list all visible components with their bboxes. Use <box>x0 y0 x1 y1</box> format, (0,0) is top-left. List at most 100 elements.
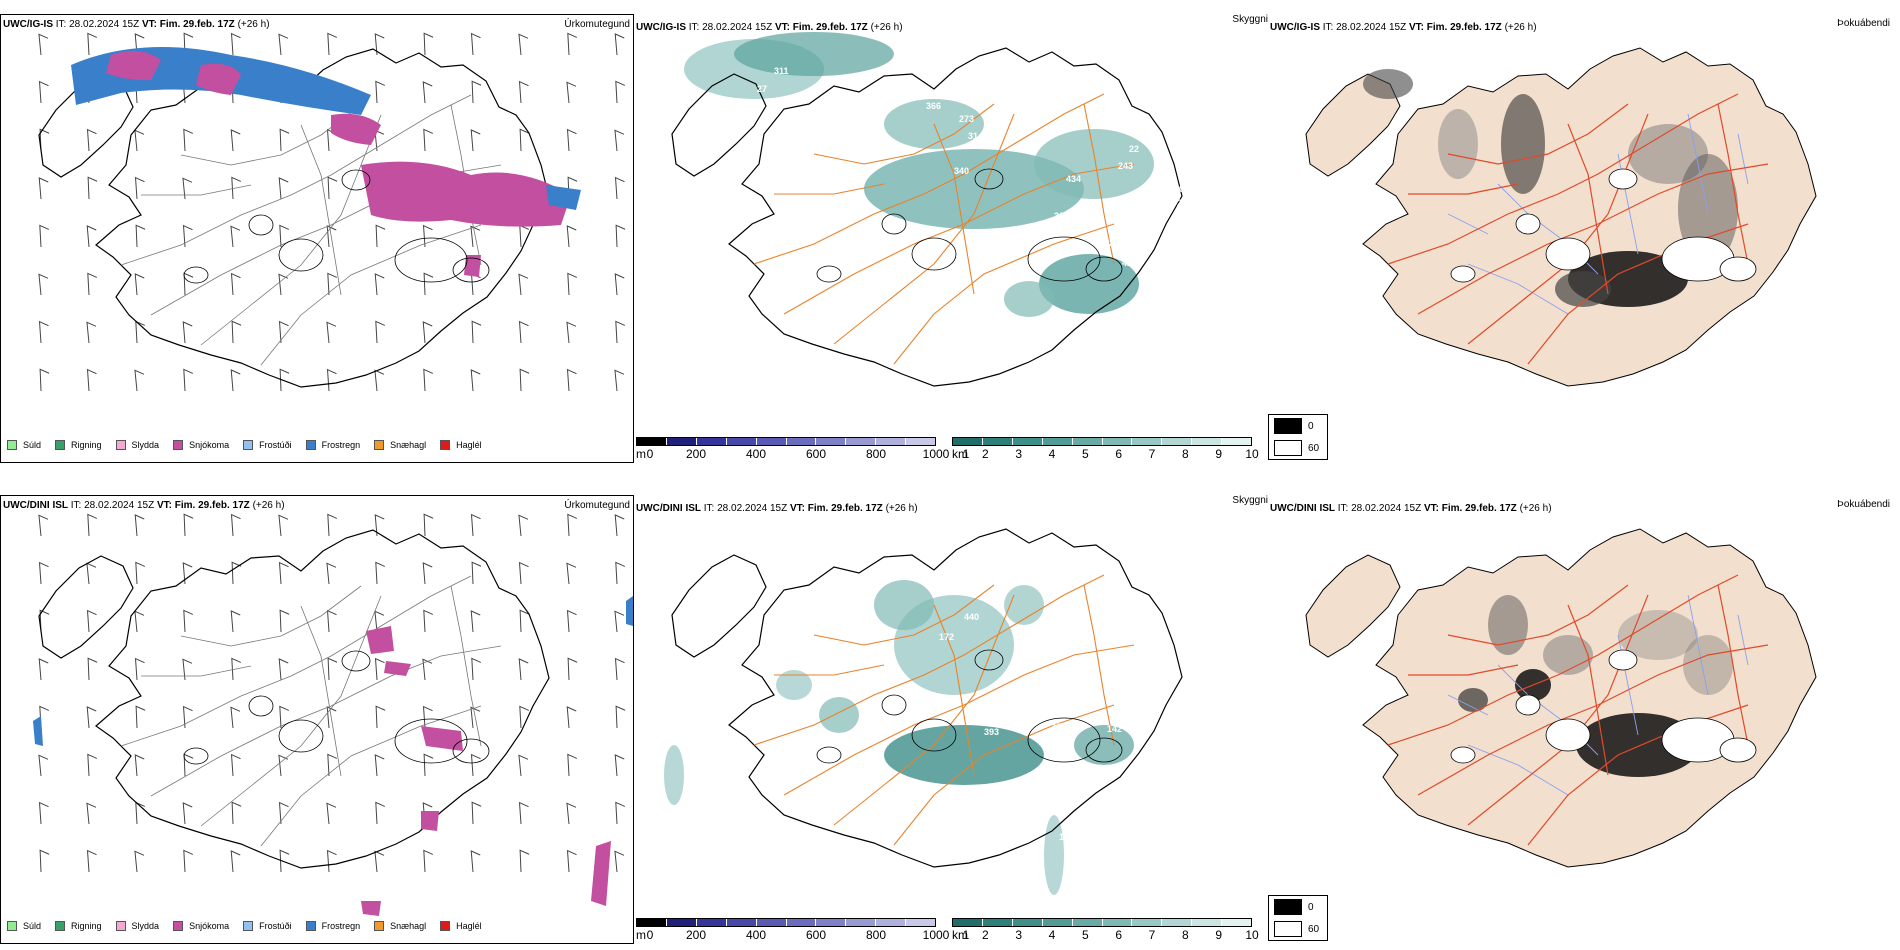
iceland-land <box>1362 528 1817 868</box>
colorbar-tick-label: 9 <box>1215 447 1222 461</box>
wind-barb <box>566 225 577 248</box>
wind-barb <box>279 128 290 152</box>
wind-barb <box>423 32 434 56</box>
glacier-outline <box>1450 746 1476 764</box>
wind-barb <box>374 850 385 873</box>
colorbar-cell <box>1132 438 1163 445</box>
colorbar-cell <box>786 919 817 926</box>
wind-barb <box>423 609 434 633</box>
fog-high-label: 0 <box>1308 901 1314 913</box>
colorbar-tick-label: 0 <box>646 447 654 461</box>
wind-barb <box>278 561 289 585</box>
wind-barb <box>423 513 434 537</box>
cloud-base-value: 675 <box>1044 642 1059 652</box>
colorbar-cell <box>876 919 907 926</box>
road-network <box>120 575 502 847</box>
row2-it-value: 28.02.2024 15Z <box>84 500 155 511</box>
wind-barb <box>39 609 50 633</box>
colorbar-ticks: km 1 2 3 4 5 6 7 8 9 10 <box>952 927 1259 942</box>
wind-barb <box>278 177 289 200</box>
legend-swatch <box>55 440 66 450</box>
wind-barb <box>518 320 529 344</box>
colorbar-cell <box>637 438 667 445</box>
wind-barb <box>182 562 193 585</box>
fog-low-swatch <box>1274 921 1302 937</box>
colorbar-tick-label: 800 <box>865 447 887 461</box>
colorbar-tick-label: 7 <box>1148 928 1156 942</box>
wind-barb <box>567 753 578 777</box>
wind-barb <box>39 128 50 152</box>
legend-label: Rigning <box>71 921 102 931</box>
wind-barb <box>614 657 625 681</box>
wind-barb <box>86 706 97 729</box>
colorbar-tick-label: 9 <box>1215 928 1222 942</box>
wind-barb <box>615 561 626 585</box>
row1-vt-value: Fim. 29.feb. 17Z <box>1426 22 1502 33</box>
glacier-outline <box>183 747 209 765</box>
glacier-outline <box>881 694 907 716</box>
wind-barb <box>230 129 241 152</box>
glacier-outline <box>1450 265 1476 283</box>
colorbar-cell <box>906 919 936 926</box>
cloud-base-value: 243 <box>1118 161 1133 171</box>
colorbar-cell <box>726 438 757 445</box>
wind-barb <box>615 801 626 825</box>
row2-it-label: IT: <box>1337 503 1349 514</box>
colorbar-cell <box>816 438 847 445</box>
wind-barb <box>423 753 434 777</box>
westfjords-land <box>1305 73 1401 177</box>
precip-panel-top: UWC/IG-IS IT: 28.02.2024 15Z VT: Fim. 29… <box>0 14 634 463</box>
glacier-outline <box>1085 737 1123 763</box>
lakes-glaciers <box>183 169 490 284</box>
wind-barb <box>327 753 338 777</box>
row2-vt-label: VT: <box>1423 503 1439 514</box>
wind-barb <box>614 176 625 200</box>
road-network <box>1387 574 1769 846</box>
colorbar-cell <box>1012 919 1043 926</box>
wind-barb <box>87 753 98 777</box>
wind-barb <box>38 177 49 200</box>
visibility-shading <box>664 580 1134 895</box>
wind-barb <box>615 224 626 248</box>
wind-barb <box>38 658 49 681</box>
row1-lead: (+26 h) <box>237 19 270 30</box>
wind-barb <box>375 801 386 825</box>
colorbar-tick-label: 8 <box>1181 447 1189 461</box>
cloud-base-value: 307 <box>1174 184 1189 194</box>
wind-barb <box>38 273 49 296</box>
wind-barb <box>471 561 482 585</box>
row1-header-fog: UWC/IG-IS IT: 28.02.2024 15Z VT: Fim. 29… <box>1270 22 1537 34</box>
wind-barb <box>183 368 194 392</box>
wind-barb <box>374 657 385 681</box>
colorbar-cell <box>637 919 667 926</box>
row1-model: UWC/IG-IS <box>3 19 53 30</box>
wind-barb <box>279 849 290 873</box>
colorbar-tick-label: 5 <box>1081 928 1089 942</box>
river-network <box>1447 594 1749 796</box>
wind-barb <box>470 610 481 633</box>
wind-barb <box>39 368 50 392</box>
colorbar-cell <box>982 919 1013 926</box>
legend-swatch <box>7 921 17 931</box>
colorbar-tick-label: 3 <box>1015 928 1022 942</box>
legend-item: Rigning <box>55 921 102 931</box>
cloud-title-bottom: Skyggni <box>1232 495 1268 506</box>
cloud-base-value: 27 <box>757 84 767 94</box>
wind-barb <box>423 368 434 392</box>
glacier-outline <box>248 214 274 236</box>
legend-label: Rigning <box>71 440 102 450</box>
colorbar-cell <box>666 919 697 926</box>
wind-barb <box>134 610 145 633</box>
colorbar-cell <box>1162 438 1193 445</box>
glacier-outline <box>394 237 468 283</box>
wind-barb <box>182 224 193 248</box>
legend-swatch <box>243 921 254 931</box>
row1-vt-label: VT: <box>141 19 157 30</box>
colorbar-cell <box>1072 438 1103 445</box>
colorbar-cell <box>696 919 727 926</box>
wind-barb <box>278 658 289 681</box>
wind-barb <box>183 32 194 56</box>
glacier-outline <box>1719 737 1757 763</box>
legend-swatch <box>173 440 184 450</box>
wind-barb <box>519 705 530 729</box>
